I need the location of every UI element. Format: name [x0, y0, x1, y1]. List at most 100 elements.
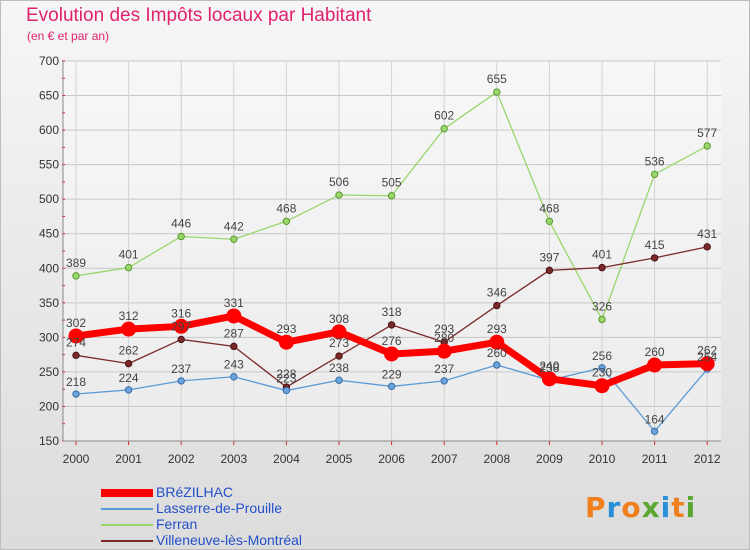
- x-tick-label: 2008: [483, 452, 510, 466]
- data-point: [650, 254, 659, 262]
- chart-subtitle: (en € et par an): [27, 29, 110, 43]
- y-tick-label: 550: [39, 158, 59, 172]
- data-point: [703, 142, 711, 150]
- data-point: [68, 328, 84, 344]
- data-point: [493, 88, 501, 96]
- x-tick-label: 2010: [589, 452, 616, 466]
- data-label: 312: [119, 309, 139, 323]
- data-label: 468: [539, 201, 559, 215]
- data-label: 254: [697, 350, 717, 364]
- x-tick-label: 2005: [326, 452, 353, 466]
- data-label: 280: [434, 331, 454, 345]
- x-tick-label: 2000: [63, 452, 90, 466]
- data-point: [230, 342, 238, 351]
- data-point: [335, 376, 343, 384]
- data-point: [493, 361, 501, 369]
- x-tick-label: 2011: [642, 452, 668, 466]
- data-label: 506: [329, 175, 349, 189]
- legend-label: Lasserre-de-Prouille: [156, 500, 283, 516]
- data-label: 262: [119, 344, 139, 358]
- data-point: [335, 191, 343, 199]
- legend-swatch: [101, 508, 153, 510]
- data-point: [545, 266, 554, 275]
- proxiti-logo: Proxiti: [585, 491, 696, 524]
- data-point: [72, 272, 80, 280]
- data-label: 308: [329, 312, 349, 326]
- data-label: 256: [592, 349, 612, 363]
- data-label: 505: [382, 176, 402, 190]
- x-tick-label: 2003: [220, 452, 247, 466]
- data-label: 276: [382, 334, 402, 348]
- data-label: 223: [276, 372, 296, 386]
- data-label: 316: [171, 306, 191, 320]
- data-point: [594, 378, 610, 394]
- legend-item: Ferran: [101, 516, 401, 533]
- data-point: [650, 170, 659, 179]
- data-label: 536: [645, 154, 665, 168]
- x-tick-label: 2007: [431, 452, 458, 466]
- data-label: 293: [434, 322, 454, 336]
- data-label: 243: [224, 358, 244, 372]
- y-tick-label: 350: [39, 296, 59, 310]
- data-label: 577: [697, 126, 717, 140]
- data-point: [545, 217, 554, 225]
- chart-axes: 150 200 250 300 350 400 450 500 550 600 650 700 2000…: [39, 54, 721, 466]
- data-point: [436, 343, 452, 359]
- y-tick-label: 250: [39, 365, 59, 379]
- data-label: 297: [171, 319, 191, 333]
- data-label: 230: [592, 366, 612, 380]
- data-point: [121, 321, 137, 337]
- y-tick-label: 400: [39, 261, 59, 275]
- data-point: [72, 351, 80, 360]
- data-point: [387, 192, 396, 200]
- data-label: 240: [539, 359, 559, 373]
- data-point: [230, 235, 238, 243]
- data-point: [699, 356, 715, 372]
- data-label: 274: [66, 335, 86, 349]
- y-tick-label: 700: [39, 54, 59, 68]
- data-label: 655: [487, 72, 507, 86]
- x-tick-label: 2002: [168, 452, 195, 466]
- data-label: 287: [224, 326, 244, 340]
- data-point: [541, 371, 557, 387]
- x-tick-label: 2006: [378, 452, 405, 466]
- data-label: 238: [539, 361, 559, 375]
- x-tick-label: 2001: [115, 452, 142, 466]
- data-label: 293: [487, 322, 507, 336]
- data-label: 442: [224, 219, 244, 233]
- legend-item: Lasserre-de-Prouille: [101, 500, 401, 517]
- series-layer: [68, 88, 715, 436]
- data-label: 389: [66, 256, 86, 270]
- legend-swatch: [101, 524, 153, 526]
- data-label: 260: [645, 345, 665, 359]
- y-tick-label: 450: [39, 227, 59, 241]
- y-tick-label: 650: [39, 89, 59, 103]
- data-label: 293: [276, 322, 296, 336]
- x-tick-label: 2012: [694, 452, 721, 466]
- data-label: 302: [66, 316, 86, 330]
- data-label: 224: [119, 371, 139, 385]
- data-label: 237: [171, 362, 191, 376]
- x-tick-label: 2009: [536, 452, 563, 466]
- data-point: [177, 232, 185, 241]
- data-label: 260: [487, 346, 507, 360]
- logo-letter: i: [660, 491, 672, 524]
- data-point: [173, 318, 189, 334]
- data-label: 331: [224, 296, 244, 310]
- data-label: 262: [697, 344, 717, 358]
- data-point: [124, 263, 133, 272]
- data-point: [647, 357, 663, 373]
- data-point: [331, 324, 347, 340]
- data-label: 164: [645, 412, 665, 426]
- data-point: [387, 382, 396, 391]
- data-point: [489, 334, 505, 350]
- chart-title: Evolution des Impôts locaux par Habitant: [26, 5, 372, 26]
- data-label: 273: [329, 336, 349, 350]
- x-tick-label: 2004: [273, 452, 300, 466]
- data-point: [177, 335, 185, 344]
- data-point: [278, 334, 294, 350]
- legend-label: Ferran: [156, 516, 198, 532]
- data-point: [493, 301, 501, 310]
- logo-letter: x: [641, 491, 661, 524]
- y-tick-label: 500: [39, 192, 59, 206]
